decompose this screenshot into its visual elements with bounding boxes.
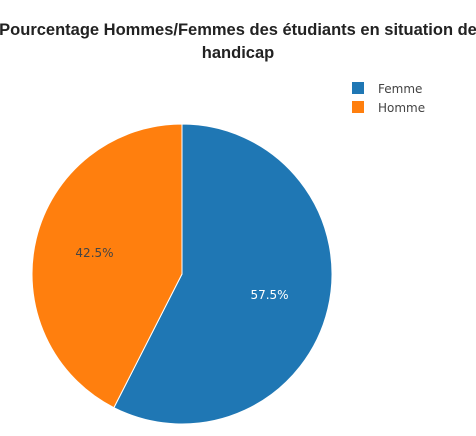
chart-title-line-2: handicap xyxy=(202,44,274,62)
pie-slice-homme[interactable] xyxy=(31,123,183,409)
legend-swatch-homme xyxy=(352,101,364,113)
pie-slices xyxy=(31,123,333,425)
legend-label-homme: Homme xyxy=(378,101,425,115)
legend-label-femme: Femme xyxy=(378,82,422,96)
slice-value-label-femme: 57.5% xyxy=(250,288,288,302)
legend-item-femme[interactable]: Femme xyxy=(352,82,422,96)
chart-title-line-1: Pourcentage Hommes/Femmes des étudiants … xyxy=(0,21,476,39)
legend-item-homme[interactable]: Homme xyxy=(352,101,425,115)
chart-legend: Femme Homme xyxy=(352,82,425,115)
slice-value-label-homme: 42.5% xyxy=(75,246,113,260)
pie-slice-femme[interactable] xyxy=(113,123,333,425)
legend-swatch-femme xyxy=(352,82,364,94)
pie-slice-labels: 57.5% 42.5% xyxy=(75,246,288,302)
